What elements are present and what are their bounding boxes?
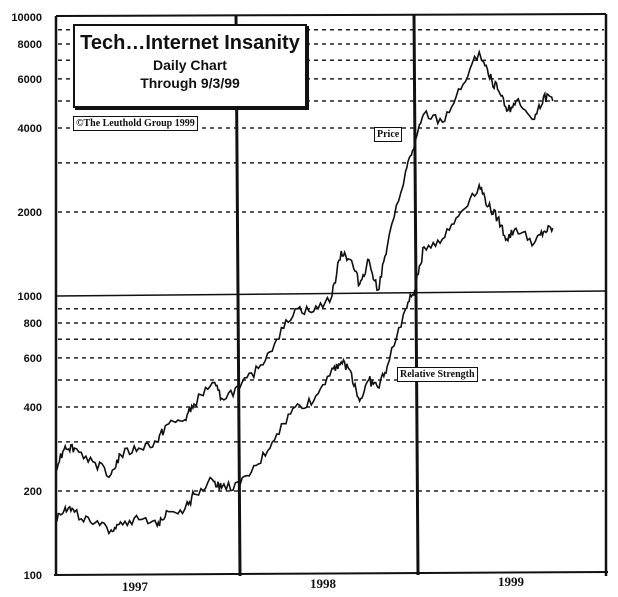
x-axis-labels: 1997 1998 1999 (122, 574, 525, 594)
x-label-1999: 1999 (498, 574, 525, 589)
y-tick-label: 600 (24, 353, 42, 365)
y-tick-label: 400 (24, 402, 42, 414)
x-label-1998: 1998 (310, 576, 337, 591)
y-tick-label: 100 (24, 570, 42, 582)
y-tick-label: 10000 (11, 12, 42, 24)
y-tick-label: 6000 (18, 74, 42, 86)
x-label-1997: 1997 (122, 579, 149, 594)
y-tick-label: 2000 (18, 207, 42, 219)
y-tick-label: 4000 (18, 123, 42, 135)
chart-title-box: Tech…Internet Insanity Daily Chart Throu… (73, 24, 307, 108)
chart-subtitle: Daily Chart (153, 57, 227, 73)
price-annotation: Price (374, 127, 403, 142)
chart-title: Tech…Internet Insanity (80, 32, 300, 54)
y-tick-label: 200 (24, 486, 42, 498)
y-axis-labels: 10000 8000 6000 4000 2000 1000 800 600 400 200 100 (11, 12, 42, 582)
relative-strength-annotation: Relative Strength (397, 367, 478, 382)
chart-date: Through 9/3/99 (140, 75, 240, 91)
y-tick-label: 800 (24, 318, 42, 330)
copyright-label: ©The Leuthold Group 1999 (73, 116, 198, 131)
price-line (55, 49, 554, 479)
y-tick-label: 1000 (18, 291, 42, 303)
relative-strength-line (55, 182, 554, 536)
y-tick-label: 8000 (18, 39, 42, 51)
chart-frame (53, 13, 609, 577)
